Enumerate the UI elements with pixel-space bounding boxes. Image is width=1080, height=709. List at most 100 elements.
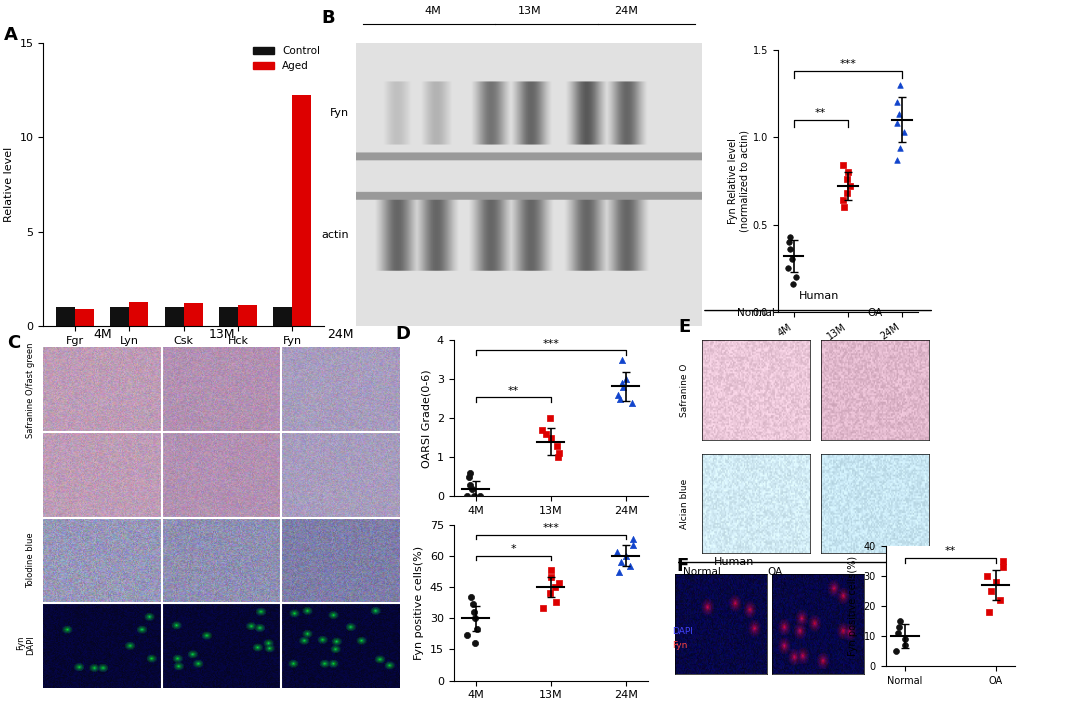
Point xyxy=(834,160,851,171)
Point xyxy=(546,581,564,593)
Text: OA: OA xyxy=(768,567,783,577)
Point xyxy=(888,118,905,129)
Point xyxy=(995,562,1012,573)
Text: 13M: 13M xyxy=(517,6,541,16)
Bar xyxy=(293,96,311,326)
Text: C: C xyxy=(8,334,21,352)
Point xyxy=(978,570,996,581)
Point xyxy=(549,440,566,452)
Point xyxy=(471,491,488,502)
Text: F: F xyxy=(676,557,688,574)
Point xyxy=(981,606,998,618)
Text: ***: *** xyxy=(542,339,559,349)
Text: E: E xyxy=(678,318,690,337)
Point xyxy=(467,637,484,649)
Point xyxy=(621,561,638,572)
Point xyxy=(611,393,629,404)
Y-axis label: Relative level: Relative level xyxy=(4,147,14,222)
Point xyxy=(458,491,475,502)
Point xyxy=(615,381,632,393)
Point xyxy=(461,479,478,491)
Point xyxy=(888,646,905,657)
Point xyxy=(783,254,800,265)
Point xyxy=(609,389,626,401)
Point xyxy=(543,432,561,444)
Point xyxy=(889,96,906,108)
Point xyxy=(624,534,642,545)
Text: Fyn: Fyn xyxy=(330,108,349,118)
Point xyxy=(896,640,914,651)
Point xyxy=(838,174,855,185)
Point xyxy=(781,243,798,255)
Point xyxy=(839,167,856,178)
Text: ***: *** xyxy=(839,59,856,69)
Point xyxy=(841,180,859,191)
Point xyxy=(834,194,851,206)
Point xyxy=(896,634,914,645)
Point xyxy=(983,586,1000,597)
Point xyxy=(542,565,559,576)
Text: Fyn: Fyn xyxy=(672,641,687,649)
Point xyxy=(836,201,853,213)
Bar xyxy=(130,301,148,326)
Point xyxy=(787,272,805,283)
Point xyxy=(549,452,566,463)
Text: Normal: Normal xyxy=(737,308,775,318)
Point xyxy=(551,577,568,588)
Bar xyxy=(238,306,257,326)
Point xyxy=(461,467,478,479)
Point xyxy=(613,354,631,366)
Point xyxy=(467,613,484,624)
Y-axis label: Fyn Relative level
(normalized to actin): Fyn Relative level (normalized to actin) xyxy=(728,130,750,232)
Point xyxy=(543,571,561,582)
Text: Human: Human xyxy=(798,291,839,301)
Point xyxy=(618,550,635,562)
Bar xyxy=(110,307,130,326)
Point xyxy=(782,231,799,242)
Text: Safranine O: Safranine O xyxy=(680,363,689,417)
Point xyxy=(618,374,635,385)
Point xyxy=(612,557,630,568)
Point xyxy=(464,598,482,609)
Text: Fyn
DAPI: Fyn DAPI xyxy=(16,636,35,656)
Text: D: D xyxy=(395,325,410,342)
Y-axis label: Fyn positive cells(%): Fyn positive cells(%) xyxy=(848,556,858,657)
Point xyxy=(613,377,631,389)
Point xyxy=(890,627,907,639)
Text: DAPI: DAPI xyxy=(672,627,692,635)
Y-axis label: Fyn positive cells(%): Fyn positive cells(%) xyxy=(415,546,424,659)
Point xyxy=(468,623,485,635)
Point xyxy=(623,397,640,408)
Text: *: * xyxy=(511,545,516,554)
Text: OA: OA xyxy=(867,308,882,318)
Point xyxy=(541,588,558,599)
Point xyxy=(890,108,907,120)
Text: **: ** xyxy=(815,108,826,118)
Point xyxy=(784,279,801,290)
Point xyxy=(995,555,1012,566)
Text: 4M: 4M xyxy=(94,328,112,341)
Point xyxy=(462,592,480,603)
Point xyxy=(541,413,558,424)
Point xyxy=(535,602,552,613)
Text: **: ** xyxy=(945,547,956,557)
Text: Safranine O/fast green: Safranine O/fast green xyxy=(26,342,35,438)
Bar xyxy=(219,307,238,326)
Point xyxy=(988,576,1005,588)
Legend: Control, Aged: Control, Aged xyxy=(248,42,324,76)
Bar xyxy=(273,307,293,326)
Text: Tolodine blue: Tolodine blue xyxy=(26,532,35,588)
Point xyxy=(891,142,908,153)
Point xyxy=(465,606,483,618)
Point xyxy=(895,126,913,138)
Text: Normal: Normal xyxy=(683,567,721,577)
Bar xyxy=(56,307,75,326)
Point xyxy=(624,540,642,551)
Text: ***: *** xyxy=(542,523,559,533)
Point xyxy=(534,424,551,435)
Point xyxy=(548,596,565,608)
Point xyxy=(538,428,555,440)
Point xyxy=(780,262,797,274)
Point xyxy=(891,615,908,627)
Y-axis label: OARSI Grade(0-6): OARSI Grade(0-6) xyxy=(421,369,431,468)
